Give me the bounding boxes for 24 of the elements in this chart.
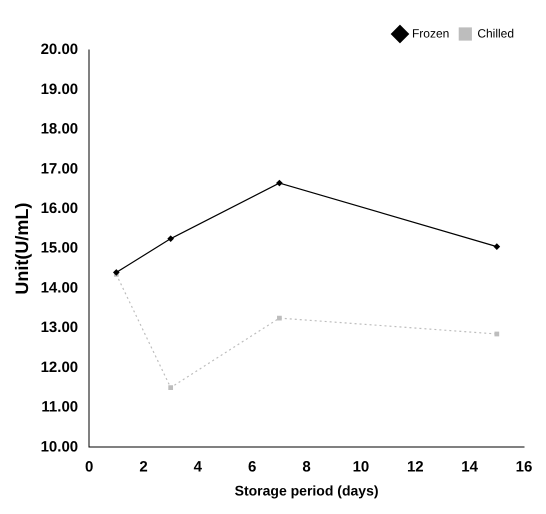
x-tick-label: 2 (139, 458, 148, 476)
y-axis-title: Unit(U/mL) (12, 202, 32, 295)
legend-label: Chilled (477, 26, 514, 40)
x-tick-label: 4 (194, 458, 203, 476)
y-tick-label: 12.00 (40, 358, 78, 376)
x-tick-label: 0 (84, 458, 94, 476)
legend-label: Frozen (412, 26, 450, 40)
x-tick-label: 6 (248, 458, 256, 476)
y-tick-label: 13.00 (40, 319, 78, 336)
y-tick-label: 10.00 (40, 438, 78, 456)
x-tick-label: 16 (516, 458, 532, 476)
x-axis-title: Storage period (days) (234, 482, 379, 498)
y-tick-label: 17.00 (40, 160, 78, 178)
y-tick-label: 18.00 (40, 120, 78, 138)
y-tick-label: 15.00 (40, 240, 78, 257)
y-tick-label: 16.00 (40, 200, 78, 218)
x-tick-label: 8 (302, 458, 311, 476)
y-tick-label: 19.00 (40, 80, 78, 98)
x-tick-label: 14 (461, 458, 479, 476)
y-tick-label: 14.00 (40, 279, 78, 296)
y-tick-label: 11.00 (41, 398, 78, 416)
y-tick-label: 20.00 (40, 41, 78, 58)
x-tick-label: 10 (352, 458, 370, 476)
x-tick-label: 12 (406, 458, 424, 476)
